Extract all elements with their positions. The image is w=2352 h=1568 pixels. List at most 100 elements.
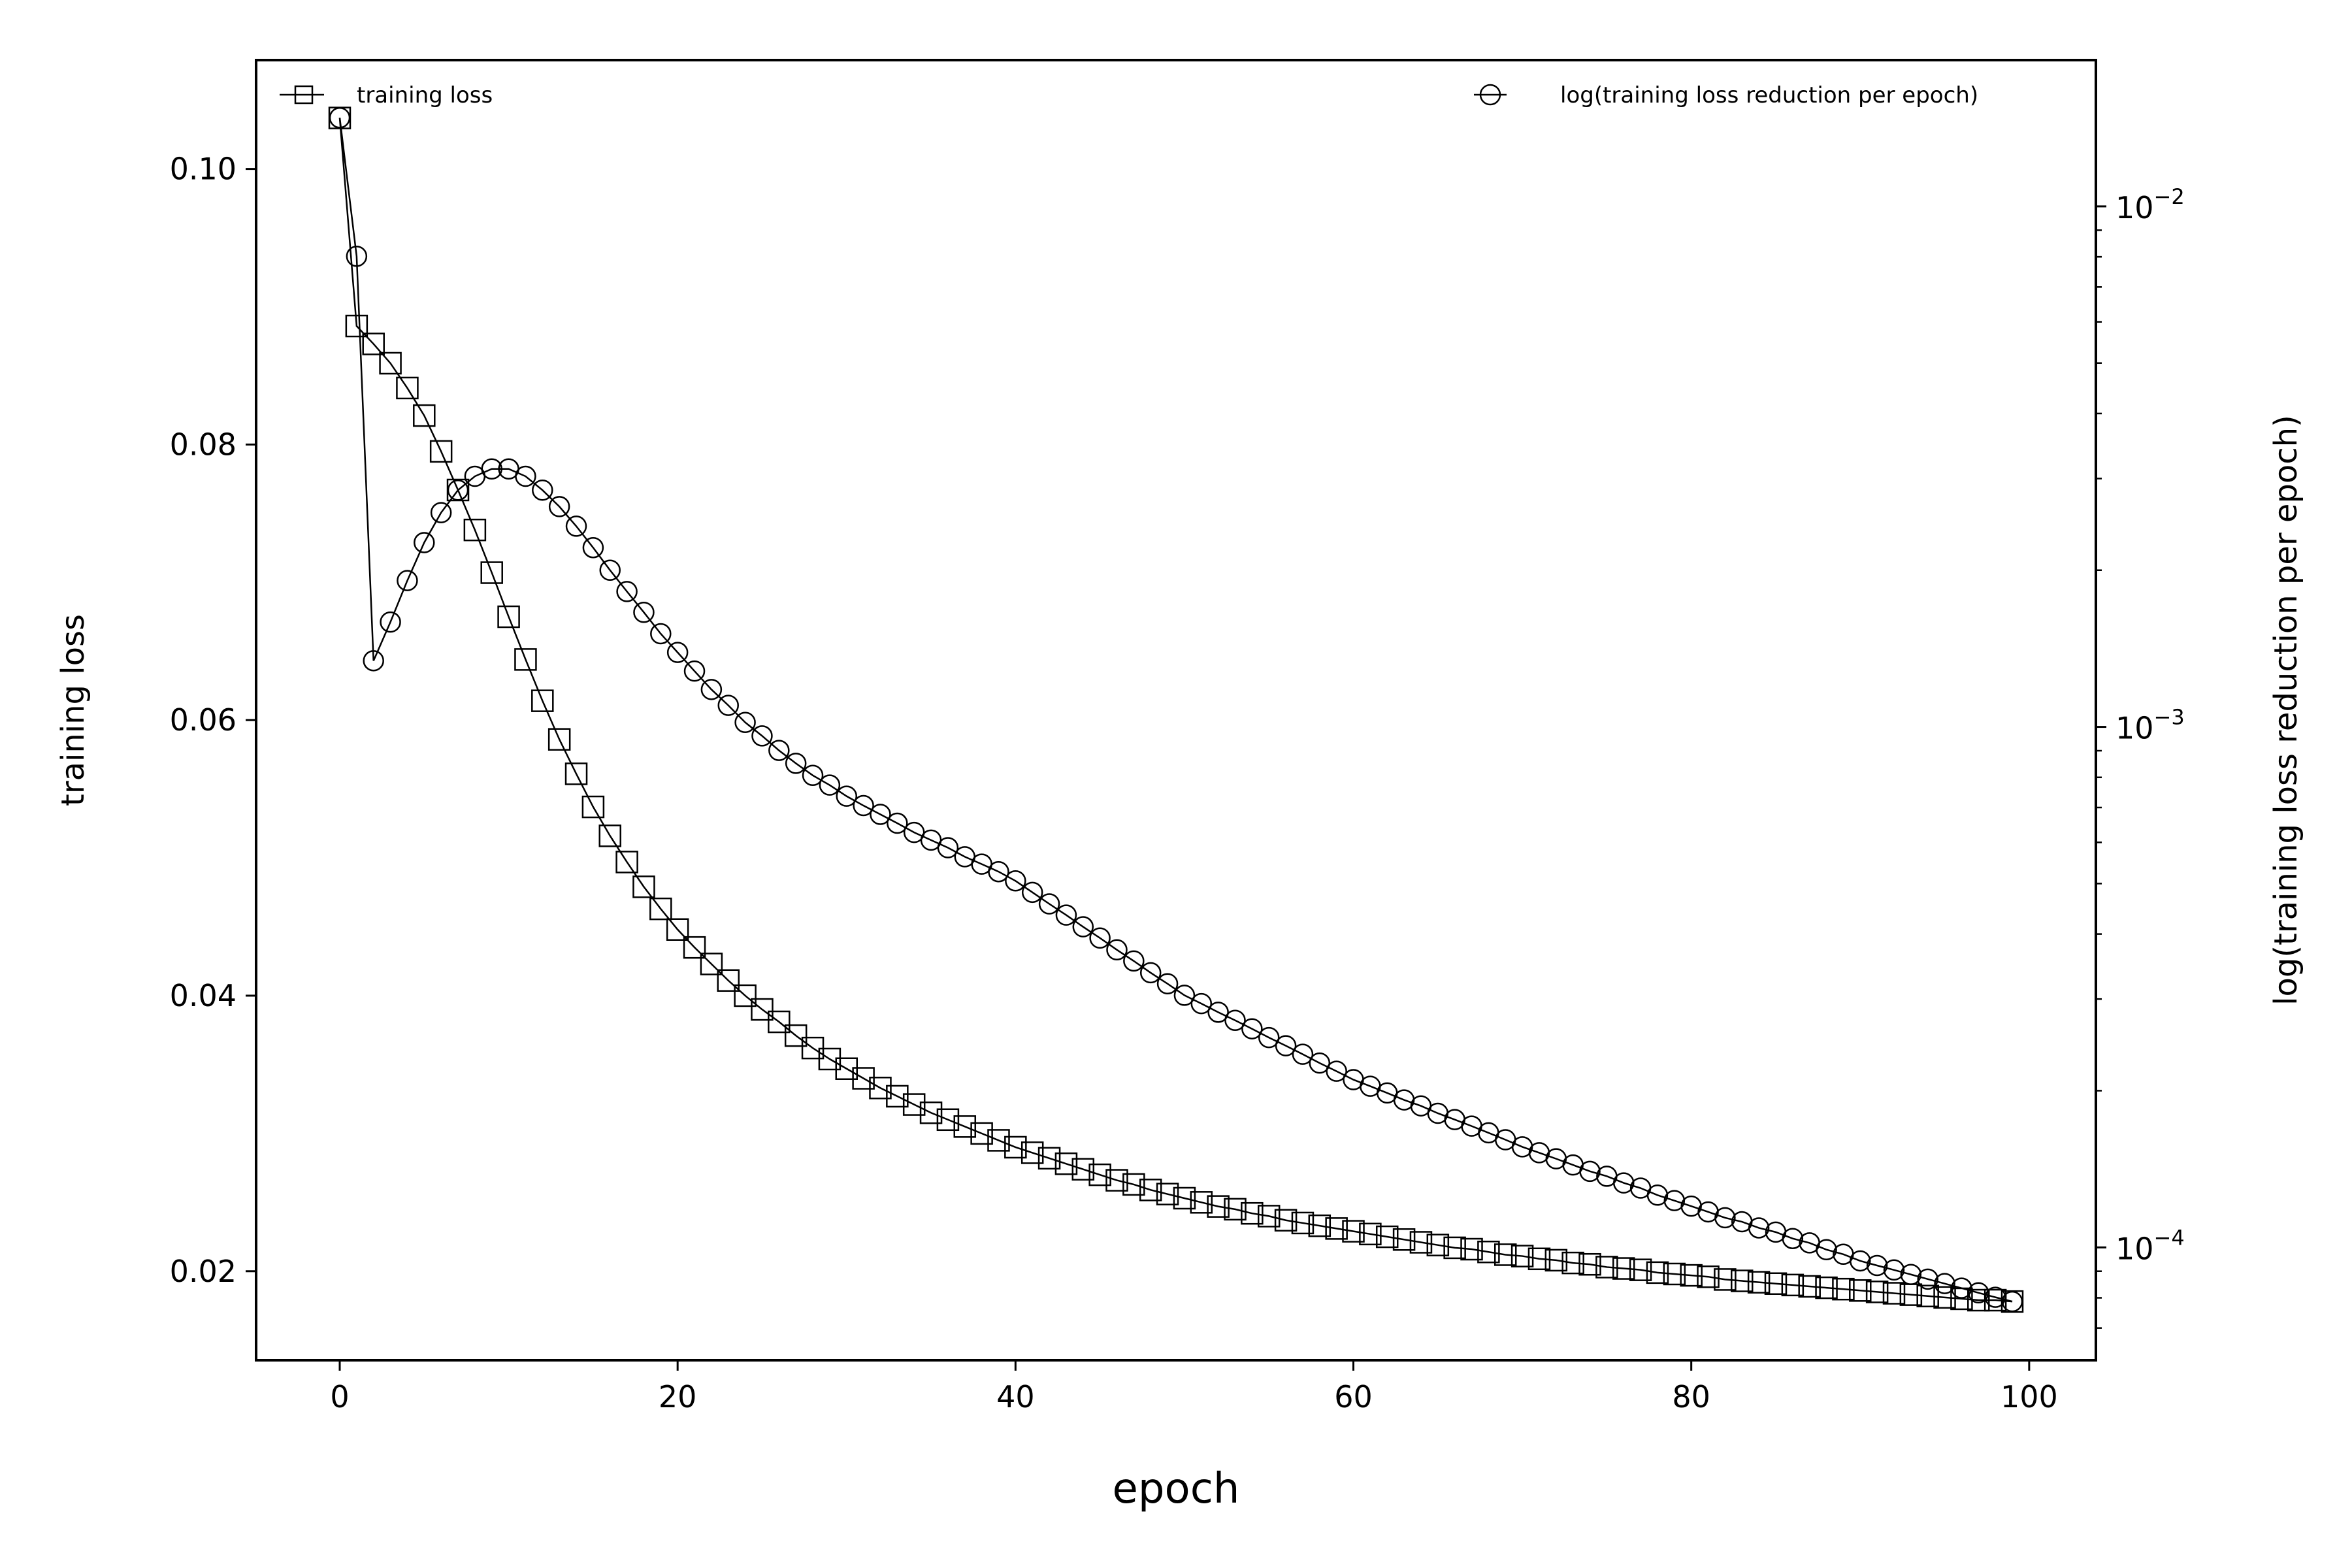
data-point-circle: [481, 458, 502, 480]
data-point-square: [953, 1115, 977, 1138]
data-point-circle: [1156, 973, 1179, 994]
data-point-circle: [1258, 1026, 1280, 1049]
data-point-circle: [616, 581, 638, 602]
data-point-square: [1646, 1261, 1669, 1284]
data-point-circle: [683, 660, 706, 682]
data-point-circle: [1917, 1268, 1938, 1290]
y-tick-label-left: 0.04: [170, 978, 237, 1013]
x-tick-label: 20: [659, 1379, 697, 1414]
data-point-square: [396, 376, 419, 400]
data-point-square: [1882, 1282, 1906, 1305]
data-point-square: [1122, 1173, 1145, 1196]
data-point-square: [581, 795, 605, 819]
data-point-square: [886, 1085, 909, 1108]
data-point-circle: [1646, 1184, 1669, 1206]
data-point-square: [1865, 1281, 1889, 1303]
data-point-square: [1494, 1243, 1517, 1266]
data-point-circle: [988, 860, 1009, 883]
data-point-circle: [785, 753, 807, 774]
data-point-square: [1291, 1211, 1315, 1235]
data-point-circle: [565, 515, 587, 537]
data-point-square: [598, 825, 621, 847]
series-line: [338, 118, 2013, 1303]
data-point-square: [1308, 1214, 1331, 1237]
data-point-square: [429, 440, 453, 463]
data-point-circle: [819, 774, 841, 796]
data-point-square: [1697, 1265, 1720, 1288]
data-point-circle: [447, 479, 469, 501]
y-tick-label-left: 0.10: [170, 152, 237, 187]
data-point-circle: [329, 107, 351, 129]
data-point-square: [1375, 1225, 1399, 1249]
data-point-circle: [1005, 870, 1026, 892]
data-point-square: [1004, 1135, 1027, 1159]
data-point-circle: [1866, 1254, 1888, 1277]
data-point-square: [632, 875, 655, 898]
data-point-circle: [1900, 1264, 1922, 1286]
data-point-square: [1342, 1220, 1365, 1243]
data-point-circle: [1579, 1160, 1601, 1183]
data-point-circle: [1951, 1277, 1972, 1299]
data-point-square: [1663, 1262, 1686, 1286]
data-point-square: [1392, 1228, 1416, 1251]
data-point-square: [936, 1108, 960, 1132]
data-point-circle: [1055, 904, 1077, 926]
legend-label: training loss: [357, 82, 493, 108]
data-point-square: [1561, 1251, 1584, 1275]
data-point-circle: [1275, 1035, 1297, 1056]
y-axis-label-right: log(training loss reduction per epoch): [2268, 415, 2304, 1005]
data-point-square: [1477, 1240, 1500, 1264]
ticks: 0 20 40 60 80 100 0.02 0.04 0.06 0.08 0.10 10−4 10−3…: [170, 152, 2185, 1414]
data-point-circle: [1816, 1239, 1837, 1260]
data-point-circle: [1883, 1259, 1905, 1281]
data-point-circle: [1021, 881, 1043, 904]
legend-training-loss: training loss: [280, 82, 493, 108]
data-point-square: [1731, 1269, 1754, 1292]
data-point-circle: [363, 650, 384, 672]
data-point-circle: [887, 812, 908, 834]
y-tick-label-left: 0.08: [170, 427, 237, 462]
data-point-square: [1781, 1273, 1805, 1297]
data-point-square: [1578, 1252, 1601, 1276]
data-point-square: [1747, 1271, 1771, 1294]
data-point-square: [1021, 1141, 1044, 1164]
data-point-circle: [937, 837, 959, 858]
data-point-square: [902, 1093, 926, 1116]
y-tick-label-right: 10−3: [2115, 705, 2185, 746]
data-point-square: [1629, 1258, 1652, 1281]
data-point-square: [1933, 1286, 1956, 1309]
data-point-square: [1849, 1279, 1872, 1302]
data-point-circle: [1139, 962, 1162, 984]
data-point-square: [1680, 1264, 1703, 1287]
data-point-square: [1409, 1231, 1433, 1254]
data-point-circle: [768, 740, 790, 761]
data-point-circle: [836, 785, 858, 807]
x-axis-label: epoch: [1113, 1465, 1240, 1513]
data-point-circle: [1934, 1273, 1955, 1294]
data-point-square: [1544, 1249, 1568, 1272]
data-point-square: [1071, 1158, 1095, 1181]
data-point-circle: [1038, 893, 1060, 915]
data-point-square: [1916, 1284, 1939, 1307]
data-point-circle: [346, 245, 368, 267]
data-point-circle: [430, 502, 452, 523]
data-point-circle: [1190, 992, 1213, 1015]
data-point-square: [497, 605, 520, 629]
series-training-loss: [328, 106, 2024, 1313]
data-point-circle: [1309, 1052, 1331, 1074]
y-tick-label-right: 10−2: [2115, 184, 2185, 225]
plot-series: [328, 106, 2024, 1313]
data-point-square: [734, 984, 757, 1007]
data-point-square: [1426, 1233, 1450, 1256]
data-point-circle: [397, 570, 418, 591]
legend-circle-marker-icon: [1479, 84, 1501, 106]
data-point-circle: [599, 559, 621, 581]
data-point-circle: [700, 679, 723, 700]
data-point-circle: [515, 465, 536, 487]
axes-frame: [255, 59, 2097, 1362]
data-point-circle: [853, 794, 874, 817]
data-point-circle: [1241, 1018, 1263, 1039]
x-tick-label: 80: [1672, 1379, 1710, 1414]
data-point-square: [869, 1077, 892, 1100]
data-point-circle: [1106, 939, 1128, 961]
